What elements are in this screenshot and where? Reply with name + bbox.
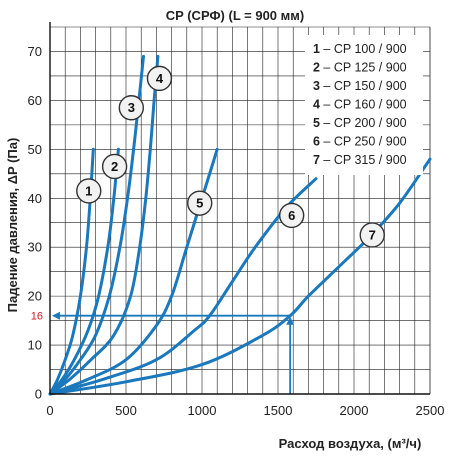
series-marker-5 [187, 190, 213, 216]
legend: 1 – CP 100 / 900 2 – CP 125 / 900 3 – CP 1… [305, 35, 423, 175]
legend-item: 2 – CP 125 / 900 [313, 61, 407, 75]
legend-item: 1 – CP 100 / 900 [313, 42, 407, 56]
reference-lines: 16 [31, 311, 295, 394]
y-tick-label: 60 [28, 93, 42, 108]
series-marker-4 [146, 65, 173, 92]
legend-item: 4 – CP 160 / 900 [313, 98, 407, 112]
x-tick-label: 0 [46, 403, 53, 418]
series-marker-label: 7 [369, 227, 376, 242]
legend-item: 3 – CP 150 / 900 [313, 79, 407, 93]
reference-value-label: 16 [31, 311, 43, 323]
y-tick-label: 0 [35, 387, 42, 402]
series-marker-label: 3 [128, 100, 135, 115]
reference-arrow-left [52, 311, 60, 320]
series-line-7 [48, 157, 432, 396]
series-line-4 [48, 54, 160, 396]
legend-item: 5 – CP 200 / 900 [313, 116, 407, 130]
series-line-3 [48, 54, 145, 396]
series-marker-label: 4 [156, 71, 164, 86]
x-tick-label: 500 [115, 403, 137, 418]
legend-item: 6 – CP 250 / 900 [313, 135, 407, 149]
y-tick-label: 50 [28, 142, 42, 157]
x-axis-label: Расход воздуха, (м³/ч) [279, 436, 422, 451]
axes [49, 22, 430, 395]
series-marker-3 [118, 95, 145, 121]
y-tick-label: 30 [28, 240, 42, 255]
series-line-2 [48, 147, 120, 396]
x-tick-label: 2000 [340, 403, 369, 418]
reference-arrow-up [286, 316, 295, 325]
legend-box [305, 35, 423, 175]
series-marker-2 [101, 153, 128, 180]
x-tick-label: 1000 [188, 403, 217, 418]
chart-title: CP (СРФ) (L = 900 мм) [166, 8, 304, 23]
x-tick-label: 1500 [264, 403, 293, 418]
series-marker-label: 6 [288, 208, 295, 223]
series-marker-6 [278, 202, 305, 229]
series-marker-label: 5 [196, 196, 203, 211]
series-markers: 1 2 3 4 5 6 7 [76, 65, 385, 248]
y-tick-label: 70 [28, 44, 42, 59]
y-tick-label: 10 [28, 338, 42, 353]
legend-item: 7 – CP 315 / 900 [313, 153, 407, 167]
series-marker-1 [76, 178, 102, 204]
series-marker-7 [359, 222, 385, 248]
x-tick-label: 2500 [416, 403, 445, 418]
tick-labels: 0 500 1000 1500 2000 2500 0 10 20 30 40 50 60 70 [28, 44, 445, 418]
series-marker-label: 1 [85, 183, 92, 198]
y-tick-label: 20 [28, 289, 42, 304]
series-marker-label: 2 [111, 159, 118, 174]
y-axis-label: Падение давления, ΔP (Па) [5, 138, 20, 313]
y-tick-label: 40 [28, 191, 42, 206]
